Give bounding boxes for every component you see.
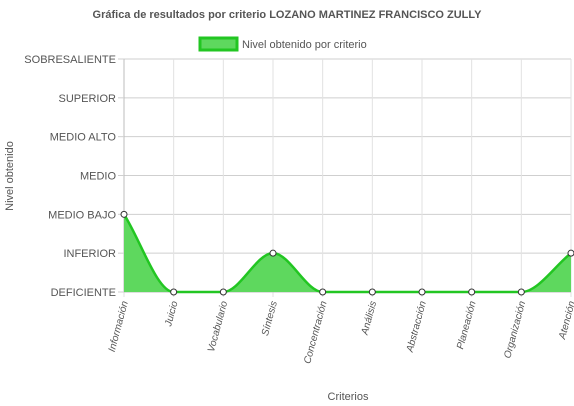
x-tick-label: Vocabulario	[206, 300, 230, 354]
chart-title: Gráfica de resultados por criterio LOZAN…	[93, 9, 483, 21]
data-point[interactable]	[219, 288, 227, 296]
y-tick-label: SUPERIOR	[59, 93, 117, 105]
legend-swatch	[198, 36, 239, 52]
data-point[interactable]	[418, 288, 426, 296]
legend[interactable]: Nivel obtenido por criterio	[198, 36, 367, 52]
x-axis-ticks: Información Juicio Vocabulario Síntesis Conc…	[107, 300, 574, 366]
data-point[interactable]	[120, 210, 128, 218]
x-tick-label: Atención	[557, 300, 574, 342]
data-points	[120, 210, 574, 296]
x-tick-label: Concentración	[302, 300, 329, 366]
y-tick-label: DEFICIENTE	[51, 287, 116, 299]
x-tick-label: Análisis	[359, 300, 379, 337]
data-point[interactable]	[468, 288, 476, 296]
grid	[123, 58, 572, 297]
data-point[interactable]	[517, 288, 525, 296]
x-tick-label: Juicio	[163, 300, 181, 329]
legend-label: Nivel obtenido por criterio	[242, 39, 367, 51]
x-tick-label: Información	[107, 300, 131, 354]
y-tick-label: MEDIO BAJO	[48, 209, 116, 221]
y-axis-label: Nivel obtenido	[4, 141, 16, 211]
x-tick-label: Planeación	[455, 300, 479, 351]
data-point[interactable]	[567, 249, 574, 257]
series-line	[122, 213, 572, 294]
data-point[interactable]	[269, 249, 277, 257]
y-tick-label: MEDIO ALTO	[50, 132, 117, 144]
x-tick-label: Abstracción	[404, 300, 429, 355]
x-tick-label: Síntesis	[260, 300, 280, 337]
x-tick-label: Organización	[502, 300, 528, 360]
series-area	[122, 213, 572, 294]
x-axis-label: Criterios	[328, 391, 369, 403]
data-point[interactable]	[368, 288, 376, 296]
y-tick-label: SOBRESALIENTE	[24, 54, 116, 66]
y-tick-label: INFERIOR	[63, 248, 116, 260]
y-axis-ticks: DEFICIENTE INFERIOR MEDIO BAJO MEDIO MEDIO A…	[24, 54, 124, 299]
data-point[interactable]	[319, 288, 327, 296]
data-point[interactable]	[170, 288, 178, 296]
y-tick-label: MEDIO	[80, 171, 117, 183]
